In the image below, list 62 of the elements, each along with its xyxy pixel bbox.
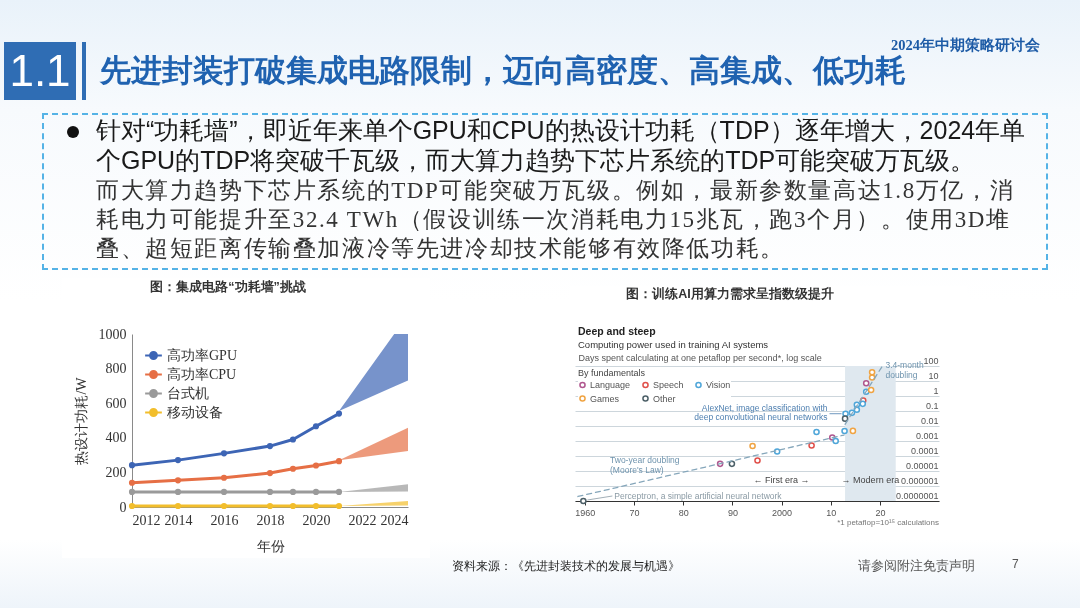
legend-label: Language [590, 379, 631, 390]
legend-label: 台式机 [167, 385, 209, 401]
band-label: → Modern era [841, 475, 900, 485]
x-tick-label: 20 [875, 507, 886, 518]
x-axis-title: 年份 [256, 538, 285, 554]
x-tick-label: 2020 [302, 512, 331, 528]
y-tick-label: 0.1 [925, 400, 939, 411]
y-tick-label: 200 [105, 464, 127, 480]
annotation: ← First era → [753, 475, 810, 485]
y-axis-title: Days spent calculating at one petaflop per second*, log scale [578, 352, 822, 363]
y-tick-label: 1 [933, 385, 939, 396]
legend-label: 高功率CPU [167, 366, 237, 382]
text: 针对“功耗墙”，即近年来单个GPU和CPU的热设计功耗（TDP）逐年增大，2024年单个GPU的TDP将突破千瓦级，而大算力趋势下芯片系统的TDP可能突破万瓦级。 [96, 116, 1027, 175]
y-axis-title: 热设计功耗/W [73, 376, 89, 465]
y-tick-label: 0.01 [920, 415, 939, 426]
x-tick-label: 2024 [380, 512, 409, 528]
legend-label: 高功率GPU [167, 347, 238, 363]
legend-label: Other [653, 393, 676, 404]
x-tick-label: 90 [727, 507, 738, 518]
annotation: Two-year doubling (Moore's Law) [610, 455, 680, 475]
x-tick-label: 2000 [772, 507, 793, 518]
legend-label: Speech [653, 379, 684, 390]
y-tick-label: 0.001 [915, 430, 939, 441]
x-tick-label: 2012 [132, 512, 161, 528]
y-tick-label: 400 [105, 430, 127, 446]
text: 2024年中期策略研讨会 [891, 36, 1040, 55]
y-tick-label: 0.0000001 [895, 490, 939, 501]
y-tick-label: 0.00001 [905, 460, 939, 471]
x-tick-label: 2014 [164, 512, 193, 528]
text: 先进封装打破集成电路限制，迈向高密度、高集成、低功耗 [100, 52, 906, 89]
x-tick-label: 70 [629, 507, 640, 518]
annotation: Perceptron, a simple artificial neural network [614, 491, 783, 501]
legend-label: Vision [706, 379, 731, 390]
text: Computing power used in training AI systems [578, 339, 769, 350]
chart-subtitle: Deep and steep [578, 325, 656, 337]
annotation: AlexNet, image classification with deep convolutional neural networks [694, 402, 828, 423]
x-tick-label: 80 [678, 507, 689, 518]
y-tick-label: 10 [928, 370, 939, 381]
text: *1 petaflop=10¹⁵ calculations [837, 518, 939, 527]
y-tick-label: 600 [105, 395, 127, 411]
legend-label: Games [590, 393, 620, 404]
x-tick-label: 2018 [256, 512, 285, 528]
y-tick-label: 0 [119, 499, 127, 515]
x-tick-label: 2022 [348, 512, 377, 528]
y-tick-label: 100 [923, 355, 939, 366]
text: 而大算力趋势下芯片系统的TDP可能突破万瓦级。例如，最新参数量高达1.8万亿，消耗电力可能提升至32.4 TWh（假设训练一次消耗电力15兆瓦，跑3个月）。使用3D堆叠、超短距离传输叠加液冷等先进冷却技术能够有效降低功耗。 [96, 177, 1016, 263]
y-tick-label: 800 [105, 361, 127, 377]
text: 1.1 [4, 42, 76, 100]
y-tick-label: 0.000001 [900, 475, 939, 486]
text: 7 [1012, 557, 1019, 571]
text: 请参阅附注免责声明 [858, 558, 975, 575]
legend-title: By fundamentals [578, 368, 646, 378]
x-tick-label: 1960 [575, 507, 596, 518]
annotation: 3.4-month doubling [885, 360, 924, 380]
x-tick-label: 10 [826, 507, 837, 518]
y-tick-label: 0.0001 [910, 445, 939, 456]
chart-title: 图：训练AI用算力需求呈指数级提升 [626, 285, 834, 301]
text: 资料来源：《先进封装技术的发展与机遇》 [452, 558, 680, 575]
y-tick-label: 1000 [98, 326, 127, 342]
x-tick-label: 2016 [210, 512, 239, 528]
chart-title: 图：集成电路“功耗墙”挑战 [150, 278, 306, 294]
legend-label: 移动设备 [167, 404, 223, 420]
